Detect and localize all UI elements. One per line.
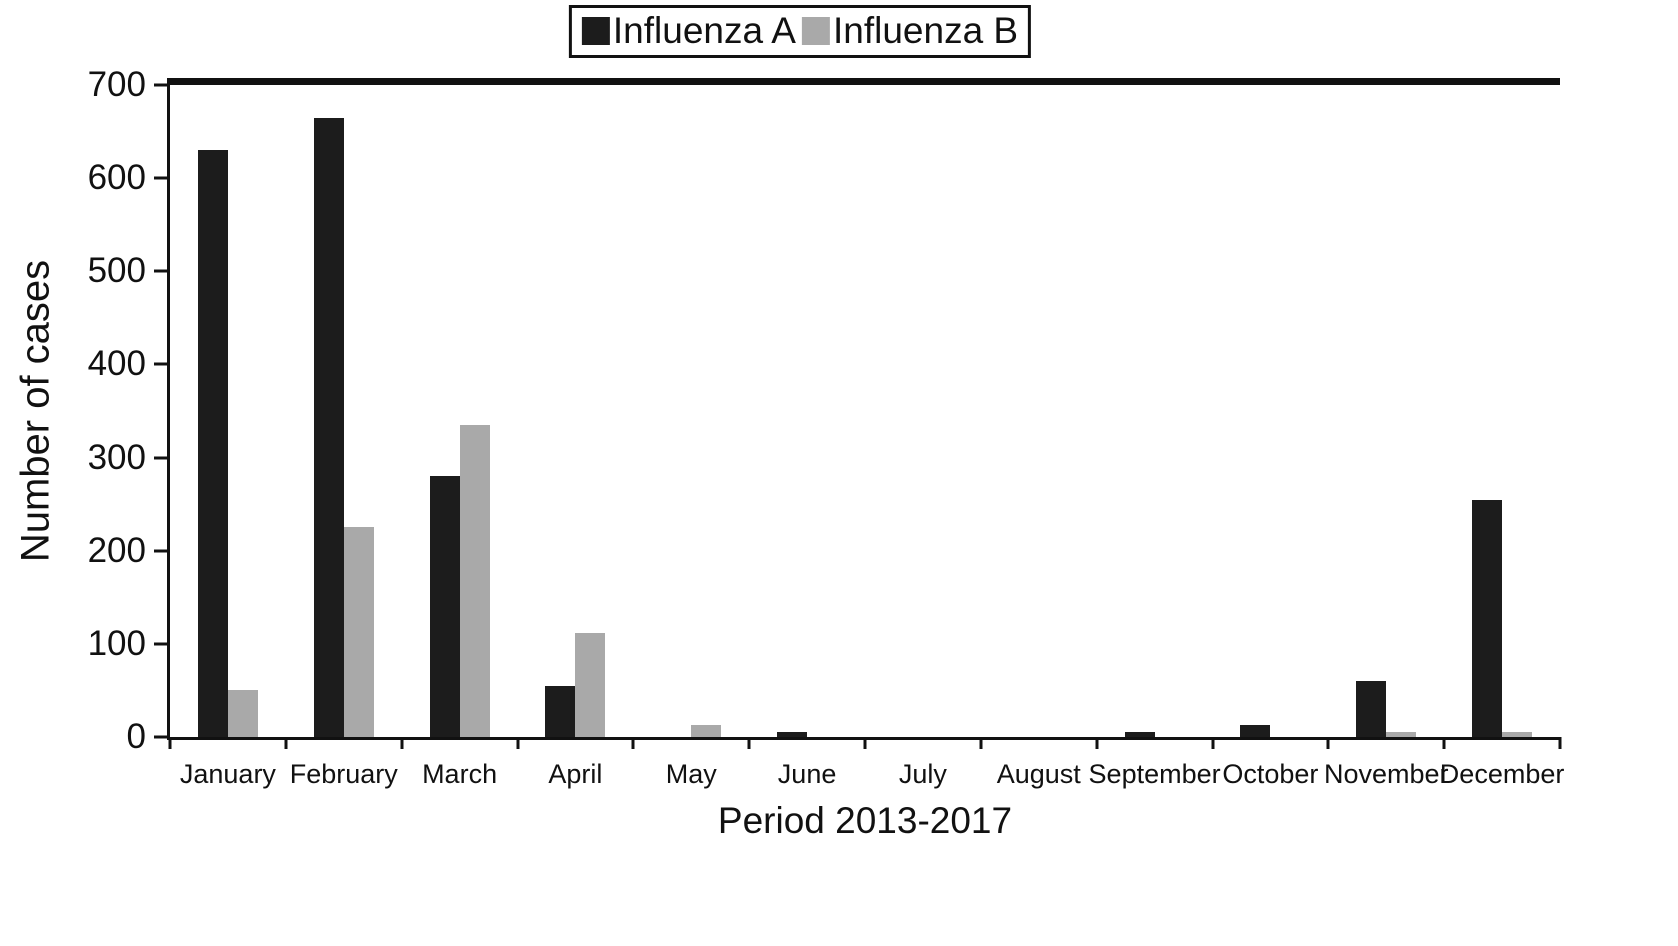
y-axis-line bbox=[167, 78, 170, 740]
x-tick-mark-8 bbox=[1095, 737, 1099, 749]
x-tick-label-february: February bbox=[289, 759, 398, 789]
y-tick-label-500: 500 bbox=[87, 251, 146, 291]
x-tick-label-may: May bbox=[665, 759, 717, 789]
x-tick-label-september: September bbox=[1088, 759, 1221, 789]
y-tick-label-400: 400 bbox=[87, 344, 146, 384]
legend-swatch-influenza-a-icon bbox=[581, 17, 610, 46]
x-tick-label-august: August bbox=[996, 759, 1081, 789]
x-tick-label-june: June bbox=[777, 759, 837, 789]
legend-item-influenza-b: Influenza B bbox=[801, 10, 1019, 52]
x-tick-mark-11 bbox=[1442, 737, 1446, 749]
bar-influenza-a-february bbox=[313, 117, 344, 737]
y-tick-mark-0 bbox=[154, 735, 167, 739]
bar-influenza-a-september bbox=[1124, 732, 1155, 737]
legend-label-influenza-b: Influenza B bbox=[832, 10, 1019, 51]
bar-influenza-a-april bbox=[545, 685, 576, 737]
y-tick-label-600: 600 bbox=[87, 158, 146, 198]
y-tick-label-100: 100 bbox=[87, 623, 146, 663]
plot-area: 0 100 200 300 400 500 600 700 January February Mar… bbox=[88, 65, 1565, 789]
bar-influenza-a-december bbox=[1472, 499, 1503, 737]
bar-influenza-a-october bbox=[1240, 724, 1271, 737]
x-tick-label-july: July bbox=[898, 759, 947, 789]
x-tick-mark-1 bbox=[284, 737, 288, 749]
bar-influenza-a-march bbox=[429, 476, 460, 737]
y-tick-mark-700 bbox=[154, 83, 167, 87]
y-tick-label-0: 0 bbox=[126, 717, 146, 756]
x-axis-title: Period 2013-2017 bbox=[717, 800, 1013, 841]
legend-item-influenza-a: Influenza A bbox=[581, 10, 796, 52]
bar-influenza-b-november bbox=[1386, 732, 1417, 737]
x-tick-label-december: December bbox=[1439, 759, 1565, 789]
y-axis-title: Number of cases bbox=[13, 259, 58, 563]
y-tick-mark-200 bbox=[154, 549, 167, 553]
legend-label-influenza-a: Influenza A bbox=[612, 10, 796, 51]
bar-influenza-a-june bbox=[777, 732, 808, 737]
legend-swatch-influenza-b-icon bbox=[801, 17, 830, 46]
y-tick-mark-300 bbox=[154, 456, 167, 460]
bar-influenza-a-january bbox=[197, 150, 228, 737]
x-tick-mark-5 bbox=[747, 737, 751, 749]
y-tick-label-700: 700 bbox=[87, 65, 146, 104]
x-tick-label-april: April bbox=[548, 759, 603, 789]
x-tick-mark-7 bbox=[979, 737, 983, 749]
plot-top-border bbox=[167, 78, 1560, 85]
y-tick-mark-500 bbox=[154, 269, 167, 273]
bar-influenza-b-december bbox=[1502, 732, 1533, 737]
legend: Influenza A Influenza B bbox=[568, 5, 1032, 58]
x-tick-label-november: November bbox=[1323, 759, 1449, 789]
x-tick-mark-4 bbox=[631, 737, 635, 749]
y-tick-label-300: 300 bbox=[87, 437, 146, 477]
x-tick-mark-2 bbox=[400, 737, 404, 749]
x-tick-mark-0 bbox=[168, 737, 172, 749]
bar-influenza-b-may bbox=[691, 724, 722, 737]
y-tick-mark-100 bbox=[154, 642, 167, 646]
y-tick-mark-600 bbox=[154, 176, 167, 180]
bar-influenza-b-april bbox=[575, 632, 606, 737]
x-tick-mark-3 bbox=[516, 737, 519, 749]
y-tick-mark-400 bbox=[154, 362, 167, 366]
x-tick-mark-6 bbox=[863, 737, 867, 749]
x-tick-label-march: March bbox=[422, 759, 498, 789]
bar-influenza-b-january bbox=[227, 690, 258, 737]
x-tick-mark-12 bbox=[1558, 737, 1562, 749]
y-tick-label-200: 200 bbox=[87, 530, 146, 570]
x-tick-mark-9 bbox=[1211, 737, 1214, 749]
bar-influenza-a-november bbox=[1356, 681, 1387, 737]
x-tick-mark-10 bbox=[1326, 737, 1330, 749]
bar-influenza-b-march bbox=[459, 424, 490, 737]
bar-influenza-b-february bbox=[343, 527, 374, 737]
x-tick-label-october: October bbox=[1222, 759, 1319, 789]
x-tick-label-january: January bbox=[179, 759, 276, 789]
